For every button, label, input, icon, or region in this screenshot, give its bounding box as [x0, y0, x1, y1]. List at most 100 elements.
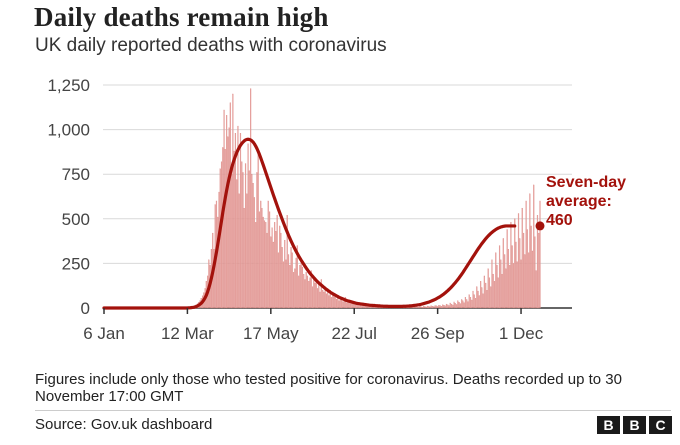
- bar: [501, 273, 503, 309]
- bar: [472, 290, 474, 309]
- annotation-line-1: Seven-day: [546, 174, 626, 191]
- bar: [507, 249, 509, 309]
- x-tick-label: 6 Jan: [83, 324, 125, 343]
- bar: [453, 301, 455, 309]
- average-end-marker: [535, 221, 545, 231]
- bar: [529, 193, 531, 309]
- bar: [506, 229, 508, 309]
- bar: [420, 306, 422, 309]
- bar: [488, 277, 491, 309]
- bar: [496, 265, 498, 309]
- bar: [338, 300, 340, 309]
- bar: [256, 172, 258, 309]
- bar: [528, 252, 530, 309]
- bar: [335, 298, 338, 309]
- bar: [516, 261, 518, 309]
- y-tick-label: 1,000: [47, 121, 90, 140]
- bar: [311, 286, 314, 309]
- bar: [282, 261, 285, 309]
- bar: [461, 299, 463, 309]
- bar: [218, 191, 220, 309]
- bar: [304, 279, 306, 309]
- bar: [514, 218, 516, 309]
- bar: [232, 93, 234, 309]
- bar: [462, 300, 464, 309]
- bar: [512, 263, 515, 309]
- bar: [323, 291, 325, 309]
- bar: [438, 305, 440, 309]
- bar: [445, 303, 448, 309]
- bar: [314, 282, 316, 309]
- bar: [292, 272, 295, 309]
- bar: [490, 286, 492, 309]
- bar: [439, 305, 441, 309]
- bar: [319, 291, 321, 309]
- bar: [492, 273, 494, 309]
- y-tick-label: 250: [62, 254, 90, 273]
- source-text: Source: Gov.uk dashboard: [35, 416, 213, 433]
- bar: [266, 232, 268, 309]
- y-tick-label: 500: [62, 210, 90, 229]
- bar: [474, 298, 477, 309]
- bar: [315, 281, 317, 309]
- bar: [419, 306, 421, 309]
- bar: [434, 305, 436, 309]
- bar: [270, 236, 272, 309]
- bar: [325, 293, 328, 309]
- bar: [471, 299, 473, 309]
- x-tick-label: 1 Dec: [499, 324, 544, 343]
- bar: [242, 172, 244, 309]
- footnote: Figures include only those who tested po…: [35, 371, 622, 405]
- bar: [531, 250, 533, 309]
- bar: [329, 290, 331, 309]
- seven-day-average-line: [102, 137, 517, 310]
- bar: [268, 211, 271, 309]
- bar: [272, 241, 274, 309]
- bar: [539, 200, 541, 309]
- bar: [287, 254, 290, 309]
- bar: [444, 305, 446, 309]
- bar: [246, 193, 248, 309]
- bar: [309, 277, 311, 309]
- bar: [459, 303, 461, 309]
- bar: [222, 147, 224, 309]
- bar: [456, 304, 458, 309]
- bar: [285, 259, 287, 309]
- bar: [248, 170, 250, 309]
- bar: [535, 270, 537, 309]
- bar: [428, 306, 430, 309]
- bar: [298, 275, 300, 309]
- bar: [280, 232, 282, 309]
- bar: [306, 275, 309, 309]
- bar: [478, 295, 480, 309]
- bar: [448, 305, 450, 309]
- daily-deaths-bars: [185, 88, 541, 309]
- bar: [289, 265, 291, 309]
- bar: [452, 304, 454, 309]
- y-tick-label: 750: [62, 165, 90, 184]
- bar: [263, 220, 266, 309]
- logo-letter: C: [649, 416, 672, 434]
- x-tick-label: 26 Sep: [411, 324, 465, 343]
- bar: [468, 294, 470, 309]
- bar: [493, 281, 496, 309]
- bar: [458, 302, 460, 309]
- bar: [250, 88, 252, 309]
- bar: [238, 193, 240, 309]
- bar: [498, 245, 501, 309]
- bar: [487, 268, 489, 309]
- bar: [274, 222, 276, 309]
- deaths-chart: 0 250 500 750 1,000 1,250 6 Jan 12 Mar 17 May 22…: [47, 76, 626, 343]
- bar: [505, 268, 507, 309]
- bar: [515, 241, 517, 309]
- bar: [482, 293, 484, 309]
- footer-divider: [35, 410, 671, 411]
- bar: [237, 125, 239, 309]
- bar: [430, 305, 432, 309]
- bar: [425, 306, 427, 309]
- bar: [277, 252, 279, 309]
- bar: [305, 272, 307, 309]
- bar: [275, 231, 277, 309]
- bar: [257, 154, 259, 309]
- bar: [267, 200, 269, 309]
